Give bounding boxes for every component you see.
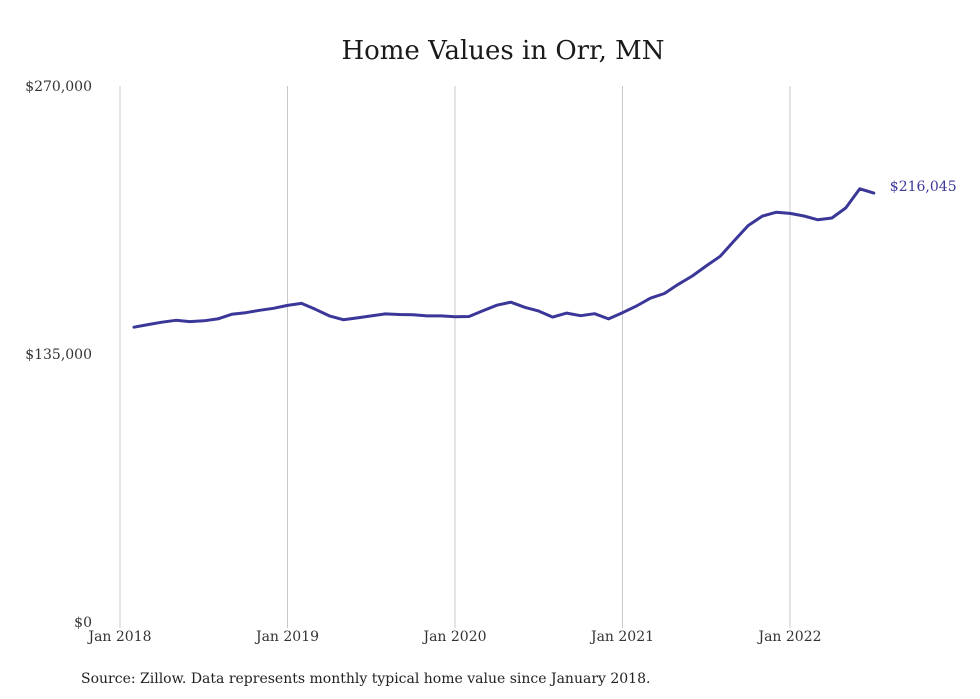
x-axis-ticks: Jan 2018 Jan 2019 Jan 2020 Jan 2021 Jan 2022 xyxy=(86,629,821,645)
x-tick-label: Jan 2021 xyxy=(589,629,654,645)
x-tick-label: Jan 2022 xyxy=(756,629,821,645)
y-axis-ticks: $0 $135,000 $270,000 xyxy=(25,79,92,631)
end-value-label: $216,045 xyxy=(890,179,957,195)
chart-title: Home Values in Orr, MN xyxy=(341,36,664,66)
x-tick-label: Jan 2020 xyxy=(421,629,486,645)
gridlines xyxy=(119,86,791,628)
source-note: Source: Zillow. Data represents monthly … xyxy=(81,671,650,687)
y-tick-label: $135,000 xyxy=(25,347,92,363)
y-tick-label: $270,000 xyxy=(25,79,92,95)
x-tick-label: Jan 2019 xyxy=(254,629,319,645)
series-line xyxy=(132,187,876,329)
x-tick-label: Jan 2018 xyxy=(86,629,151,645)
y-tick-label: $0 xyxy=(74,615,92,631)
